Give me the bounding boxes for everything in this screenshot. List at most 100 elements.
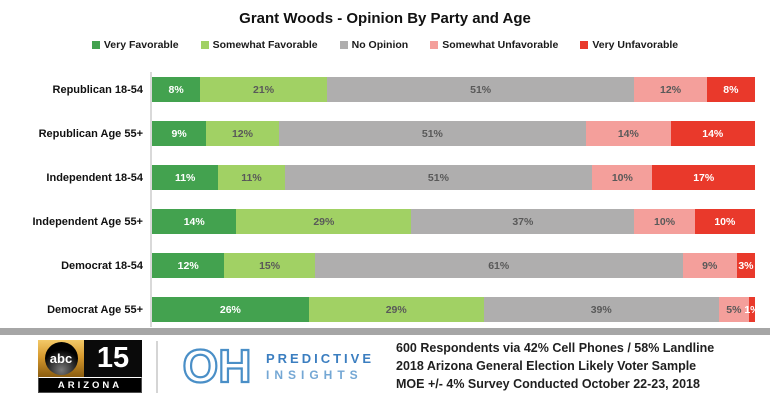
- chart-title: Grant Woods - Opinion By Party and Age: [239, 10, 531, 27]
- bar-segment: 10%: [694, 209, 755, 234]
- bar-segment: 61%: [314, 253, 683, 278]
- methodology-line: 600 Respondents via 42% Cell Phones / 58…: [396, 341, 715, 355]
- segment-value-label: 11%: [174, 171, 196, 184]
- bar-segment: 14%: [586, 121, 671, 146]
- stacked-bar: 8% 21% 51% 12% 8%: [152, 77, 755, 102]
- segment-value-label: 51%: [421, 127, 443, 140]
- legend-swatch-icon: [430, 41, 439, 49]
- category-label: Republican Age 55+: [38, 127, 143, 140]
- legend-swatch-icon: [200, 41, 209, 49]
- bar-row: Independent 18-54 11% 11% 51% 10% 17%: [0, 165, 755, 190]
- bar-segment: 11%: [152, 165, 219, 190]
- y-axis-line: [150, 72, 152, 327]
- bar-segment: 1%: [744, 297, 760, 322]
- segment-value-label: 39%: [590, 303, 612, 316]
- segment-value-label: 14%: [617, 127, 639, 140]
- legend-swatch-icon: [91, 41, 100, 49]
- stacked-bar: 9% 12% 51% 14% 14%: [152, 121, 755, 146]
- legend-item-very-favorable: Very Favorable: [91, 39, 179, 51]
- bar-segment: 29%: [236, 209, 412, 234]
- bar-segment: 8%: [152, 77, 201, 102]
- bar-segment: 8%: [706, 77, 755, 102]
- bar-segment: 15%: [224, 253, 315, 278]
- segment-value-label: 9%: [702, 259, 718, 272]
- bar-segment: 9%: [682, 253, 737, 278]
- bar-segment: 12%: [152, 253, 225, 278]
- oh-wordmark-line2: INSIGHTS: [266, 368, 363, 383]
- segment-value-label: 8%: [168, 83, 184, 96]
- legend-label: Very Favorable: [103, 39, 179, 51]
- bar-segment: 11%: [218, 165, 285, 190]
- stacked-bar: 26% 29% 39% 5% 1%: [152, 297, 760, 322]
- segment-value-label: 15%: [259, 259, 281, 272]
- segment-value-label: 10%: [611, 171, 633, 184]
- segment-value-label: 17%: [693, 171, 715, 184]
- bar-segment: 21%: [200, 77, 327, 102]
- segment-value-label: 37%: [512, 215, 534, 228]
- plot-area: Republican 18-54 8% 21% 51% 12% 8% Republican …: [0, 77, 760, 322]
- segment-value-label: 11%: [241, 171, 262, 184]
- bar-segment: 39%: [483, 297, 719, 322]
- category-label: Democrat Age 55+: [47, 303, 143, 316]
- legend-label: Somewhat Unfavorable: [442, 39, 559, 51]
- abc15-gold-panel: abc: [38, 340, 84, 378]
- segment-value-label: 61%: [488, 259, 510, 272]
- bar-segment: 51%: [278, 121, 587, 146]
- svg-text:OH: OH: [183, 341, 252, 392]
- segment-value-label: 8%: [723, 83, 739, 96]
- bar-segment: 14%: [670, 121, 755, 146]
- category-label: Independent Age 55+: [32, 215, 143, 228]
- segment-value-label: 51%: [427, 171, 449, 184]
- segment-value-label: 51%: [470, 83, 492, 96]
- segment-value-label: 12%: [660, 83, 682, 96]
- legend-label: Somewhat Favorable: [212, 39, 318, 51]
- stacked-bar: 11% 11% 51% 10% 17%: [152, 165, 755, 190]
- bar-row: Republican Age 55+ 9% 12% 51% 14% 14%: [0, 121, 755, 146]
- segment-value-label: 10%: [714, 215, 736, 228]
- bar-segment: 14%: [152, 209, 237, 234]
- segment-value-label: 10%: [654, 215, 676, 228]
- bar-row: Democrat Age 55+ 26% 29% 39% 5% 1%: [0, 297, 760, 322]
- legend-label: Very Unfavorable: [592, 39, 679, 51]
- bar-segment: 37%: [411, 209, 635, 234]
- oh-monogram-icon: OH: [181, 341, 252, 393]
- segment-value-label: 14%: [702, 127, 724, 140]
- abc15-logo-top: abc 15: [38, 340, 142, 378]
- abc15-region-label: ARIZONA: [38, 377, 142, 394]
- bar-segment: 12%: [634, 77, 707, 102]
- bar-row: Democrat 18-54 12% 15% 61% 9% 3%: [0, 253, 755, 278]
- bar-row: Independent Age 55+ 14% 29% 37% 10% 10%: [0, 209, 755, 234]
- methodology-line: 2018 Arizona General Election Likely Vot…: [396, 358, 697, 373]
- bar-segment: 51%: [326, 77, 635, 102]
- bar-segment: 3%: [736, 253, 755, 278]
- legend-item-very-unfavorable: Very Unfavorable: [580, 39, 678, 51]
- chart-legend: Very Favorable Somewhat Favorable No Opini…: [0, 39, 770, 51]
- segment-value-label: 29%: [313, 215, 335, 228]
- stacked-bar: 12% 15% 61% 9% 3%: [152, 253, 755, 278]
- logo-divider: [156, 340, 158, 393]
- bar-segment: 29%: [308, 297, 484, 322]
- bar-segment: 10%: [634, 209, 695, 234]
- segment-value-label: 12%: [177, 259, 199, 272]
- segment-value-label: 3%: [738, 259, 754, 272]
- oh-wordmark-line1: PREDICTIVE: [266, 351, 375, 367]
- segment-value-label: 12%: [231, 127, 253, 140]
- bar-segment: 26%: [152, 297, 309, 322]
- segment-value-label: 21%: [253, 83, 275, 96]
- segment-value-label: 26%: [219, 303, 241, 316]
- abc-circle-icon: abc: [44, 342, 78, 376]
- abc15-arizona-logo: abc 15 ARIZONA: [38, 340, 142, 394]
- oh-predictive-insights-logo: OH PREDICTIVE INSIGHTS: [178, 341, 374, 393]
- segment-value-label: 14%: [183, 215, 205, 228]
- stacked-bar: 14% 29% 37% 10% 10%: [152, 209, 755, 234]
- footer-divider: [0, 328, 770, 335]
- survey-methodology-text: 600 Respondents via 42% Cell Phones / 58…: [396, 340, 714, 393]
- bar-segment: 51%: [284, 165, 593, 190]
- bar-segment: 5%: [718, 297, 749, 322]
- legend-swatch-icon: [339, 41, 348, 49]
- category-label: Republican 18-54: [52, 83, 143, 96]
- methodology-line: MOE +/- 4% Survey Conducted October 22-2…: [396, 376, 700, 391]
- oh-wordmark: PREDICTIVE INSIGHTS: [266, 351, 374, 382]
- bar-row: Republican 18-54 8% 21% 51% 12% 8%: [0, 77, 755, 102]
- legend-item-somewhat-favorable: Somewhat Favorable: [200, 39, 318, 51]
